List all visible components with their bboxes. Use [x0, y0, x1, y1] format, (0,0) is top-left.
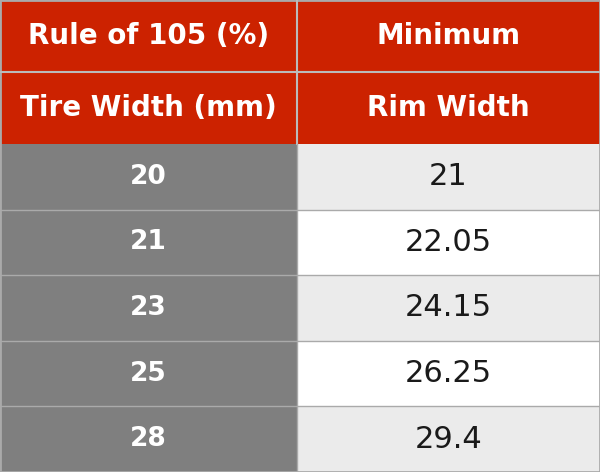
Bar	[0, 72, 297, 144]
Text: 26.25: 26.25	[405, 359, 492, 388]
Text: 22.05: 22.05	[405, 228, 492, 257]
Text: 25: 25	[130, 361, 167, 387]
Bar	[0, 0, 297, 72]
Bar	[297, 0, 600, 72]
Text: 29.4: 29.4	[415, 425, 482, 454]
Bar	[0, 341, 297, 406]
Bar	[297, 144, 600, 210]
Text: 20: 20	[130, 164, 167, 190]
Bar	[0, 275, 297, 341]
Bar	[297, 275, 600, 341]
Bar	[0, 144, 297, 210]
Text: Rim Width: Rim Width	[367, 94, 530, 122]
Text: 21: 21	[130, 229, 167, 255]
Bar	[0, 406, 297, 472]
Text: Tire Width (mm): Tire Width (mm)	[20, 94, 277, 122]
Text: 24.15: 24.15	[405, 294, 492, 322]
Text: 23: 23	[130, 295, 167, 321]
Bar	[297, 406, 600, 472]
Text: Minimum: Minimum	[376, 22, 521, 50]
Bar	[297, 210, 600, 275]
Bar	[297, 341, 600, 406]
Bar	[297, 72, 600, 144]
Bar	[0, 210, 297, 275]
Text: 28: 28	[130, 426, 167, 452]
Text: Rule of 105 (%): Rule of 105 (%)	[28, 22, 269, 50]
Text: 21: 21	[429, 162, 468, 191]
